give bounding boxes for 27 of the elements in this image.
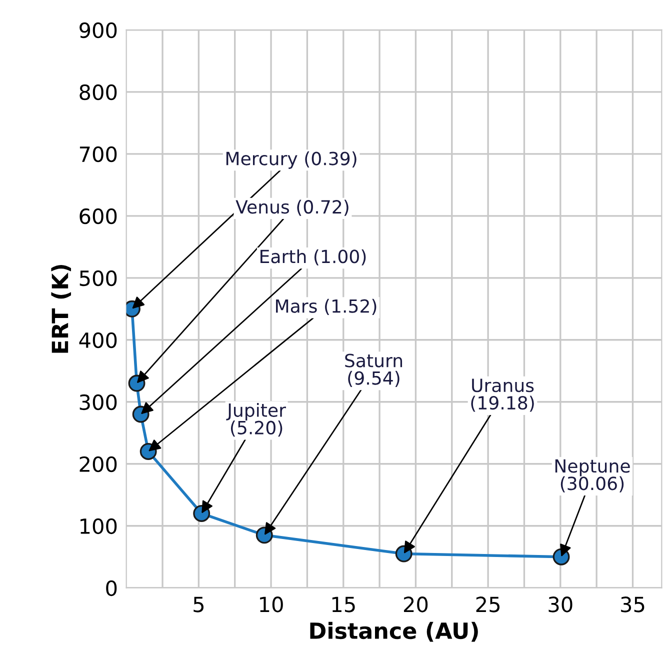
x-tick-label: 35: [621, 596, 644, 612]
annotation: Neptune (30.06): [555, 459, 630, 492]
y-tick-label: 100: [80, 518, 117, 534]
y-tick-label: 900: [80, 22, 117, 38]
y-tick-label: 600: [80, 208, 117, 224]
y-tick-label: 0: [106, 580, 117, 596]
annotation: Mars (1.52): [276, 298, 376, 316]
y-tick-label: 400: [79, 332, 117, 348]
x-tick-label: 15: [332, 596, 355, 612]
x-axis-title: Distance (AU): [310, 622, 478, 642]
annotation: Saturn (9.54): [345, 354, 402, 387]
y-tick-label: 800: [80, 84, 117, 100]
x-tick-label: 20: [404, 596, 428, 612]
y-tick-label: 700: [80, 146, 117, 162]
y-tick-label: 300: [80, 394, 117, 410]
annotation: Earth (1.00): [260, 249, 366, 266]
annotation: Venus (0.72): [236, 200, 348, 216]
x-tick-label: 10: [260, 596, 283, 612]
x-tick-label: 30: [548, 596, 572, 612]
annotation: Mercury (0.39): [226, 151, 356, 169]
y-axis-title: ERT (K): [51, 264, 72, 353]
annotation: Uranus (19.18): [471, 378, 534, 412]
y-tick-label: 500: [80, 270, 117, 286]
x-tick-label: 25: [476, 596, 500, 612]
y-tick-label: 200: [80, 456, 117, 472]
x-tick-label: 5: [194, 596, 204, 612]
annotation: Jupiter (5.20): [226, 403, 286, 437]
